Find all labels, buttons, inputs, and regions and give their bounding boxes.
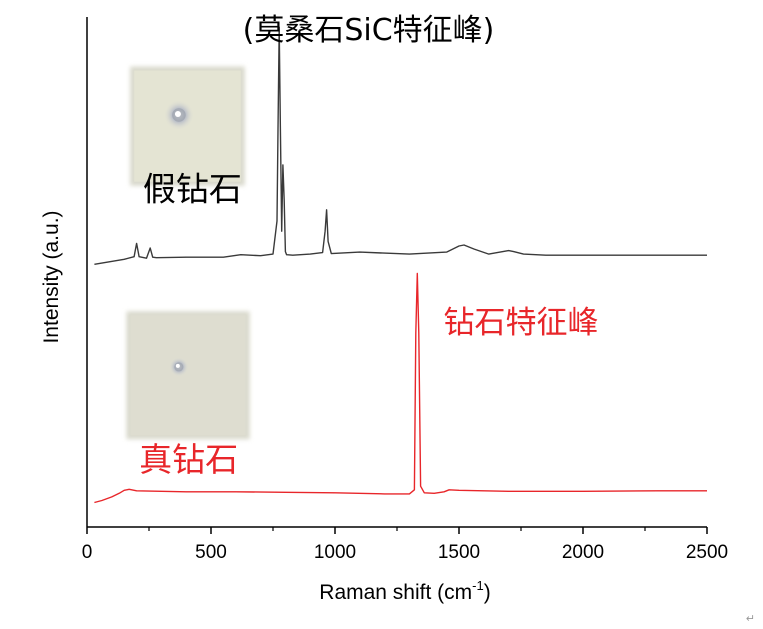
y-axis-title: Intensity (a.u.)	[40, 210, 63, 343]
fake-diamond-photo	[130, 66, 245, 186]
x-tick-label: 1000	[314, 542, 356, 563]
annotation-2: 假钻石	[143, 170, 242, 209]
x-tick-label: 1500	[438, 542, 480, 563]
annotation-3: 钻石特征峰	[444, 305, 599, 341]
x-tick-label: 2500	[686, 542, 728, 563]
series-line-1	[94, 26, 707, 265]
series-line-2	[94, 272, 707, 504]
annotation-4: 真钻石	[139, 440, 238, 479]
x-tick-label: 500	[195, 542, 227, 563]
real-diamond-photo	[126, 311, 250, 440]
annotation-1: (莫桑石SiC特征峰)	[243, 13, 495, 48]
x-tick-label: 0	[82, 542, 93, 563]
return-mark: ↵	[745, 612, 755, 625]
x-tick-label: 2000	[562, 542, 604, 563]
x-axis-title: Raman shift (cm-1)	[319, 578, 490, 604]
